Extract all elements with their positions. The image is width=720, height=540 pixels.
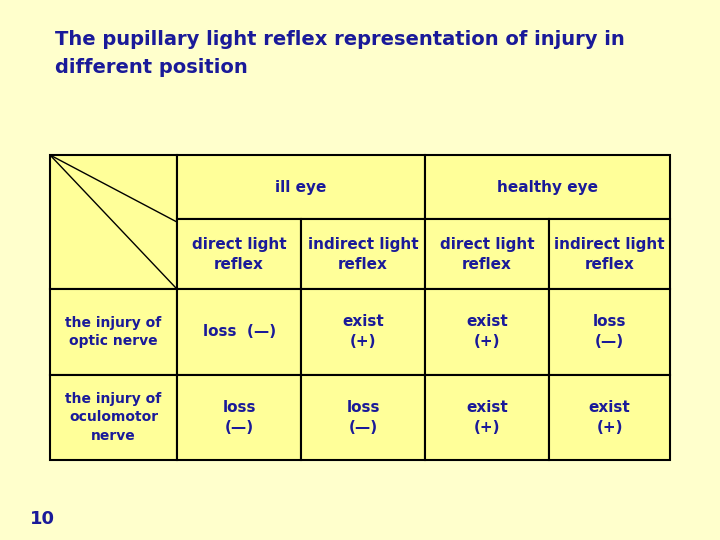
Bar (425, 375, 549, 460)
Text: 10: 10 (30, 510, 55, 528)
Bar (50, 155, 177, 289)
Text: the injury of
optic nerve: the injury of optic nerve (66, 316, 162, 348)
Text: ill eye: ill eye (276, 179, 327, 194)
Bar (177, 289, 301, 375)
Text: indirect light
reflex: indirect light reflex (554, 237, 665, 272)
Text: direct light
reflex: direct light reflex (192, 237, 287, 272)
Text: loss  (—): loss (—) (202, 325, 276, 340)
Text: exist
(+): exist (+) (467, 314, 508, 349)
Text: indirect light
reflex: indirect light reflex (307, 237, 418, 272)
Text: different position: different position (55, 58, 248, 77)
Text: healthy eye: healthy eye (497, 179, 598, 194)
Text: the injury of
oculomotor
nerve: the injury of oculomotor nerve (66, 392, 162, 443)
Bar (177, 219, 301, 289)
Bar (425, 155, 670, 219)
Text: exist
(+): exist (+) (467, 400, 508, 435)
Text: The pupillary light reflex representation of injury in: The pupillary light reflex representatio… (55, 30, 625, 49)
Text: exist
(+): exist (+) (589, 400, 631, 435)
Text: loss
(—): loss (—) (222, 400, 256, 435)
Bar (301, 289, 425, 375)
Bar (50, 375, 177, 460)
Text: direct light
reflex: direct light reflex (440, 237, 534, 272)
Bar (301, 219, 425, 289)
Bar (425, 219, 549, 289)
Text: exist
(+): exist (+) (342, 314, 384, 349)
Bar (549, 289, 670, 375)
Text: loss
(—): loss (—) (593, 314, 626, 349)
Bar (301, 375, 425, 460)
Bar (549, 375, 670, 460)
Bar (177, 375, 301, 460)
Bar (425, 289, 549, 375)
Text: loss
(—): loss (—) (346, 400, 380, 435)
Bar (549, 219, 670, 289)
Bar (50, 289, 177, 375)
Bar (177, 155, 425, 219)
